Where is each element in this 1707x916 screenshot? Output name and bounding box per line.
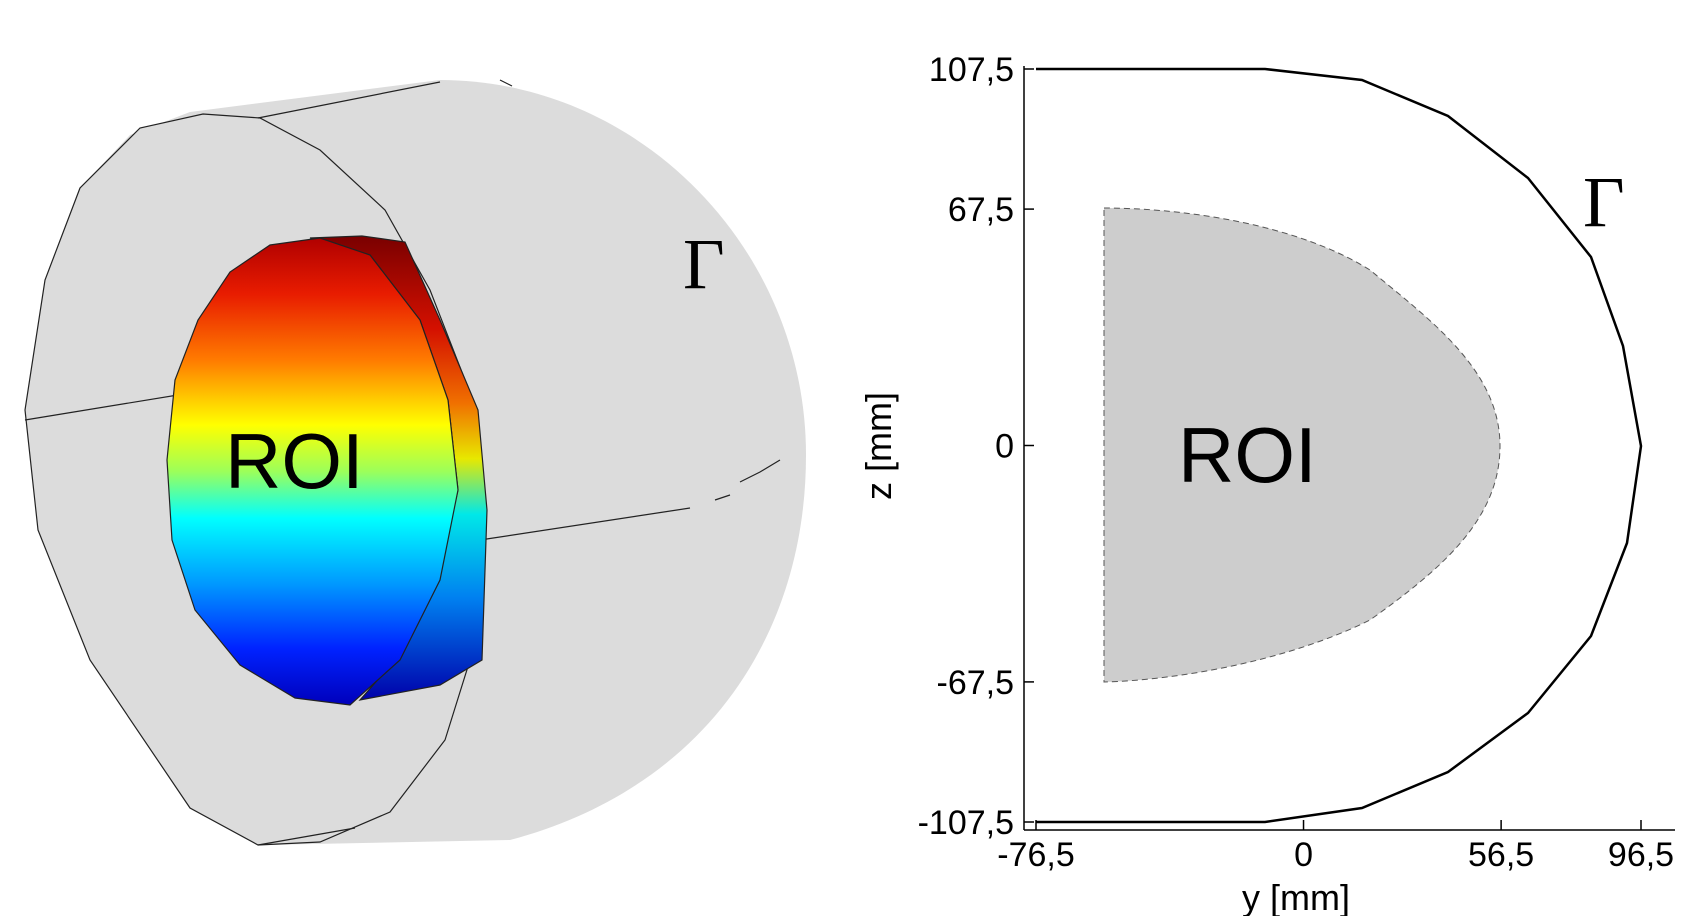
x-tick-label: -76,5 bbox=[997, 836, 1075, 874]
y-axis-label: z [mm] bbox=[858, 392, 899, 500]
cylinder-seam-top bbox=[257, 81, 441, 119]
roi-label-3d: ROI bbox=[225, 417, 364, 505]
y-tick-label: -107,5 bbox=[918, 804, 1014, 842]
cylinder-seam-bottom bbox=[257, 827, 356, 846]
cylinder-back-rim bbox=[499, 79, 781, 501]
x-axis-ticks: -76,5 0 56,5 96,5 bbox=[997, 820, 1674, 874]
x-axis-label: y [mm] bbox=[1242, 877, 1350, 916]
x-tick-label: 96,5 bbox=[1608, 836, 1674, 874]
roi-surface bbox=[166, 237, 459, 706]
boundary-gamma bbox=[1036, 67, 1643, 824]
cylinder-3d-view: ROI Γ bbox=[24, 79, 806, 846]
x-tick-label: 56,5 bbox=[1468, 836, 1534, 874]
roi-region bbox=[1103, 207, 1501, 683]
gamma-label-3d: Γ bbox=[683, 224, 725, 304]
gamma-label-2d: Γ bbox=[1583, 162, 1625, 242]
cross-section-plot: 107,5 67,5 0 -67,5 -107,5 -76,5 0 56,5 96,5 y [… bbox=[858, 51, 1675, 916]
y-axis-ticks: 107,5 67,5 0 -67,5 -107,5 bbox=[918, 51, 1034, 842]
y-tick-label: 107,5 bbox=[929, 51, 1014, 89]
y-tick-label: -67,5 bbox=[937, 664, 1015, 702]
roi-label-2d: ROI bbox=[1178, 411, 1317, 499]
cylinder-seam-mid-left bbox=[24, 392, 191, 421]
y-tick-label: 67,5 bbox=[948, 191, 1014, 229]
cylinder-seam-mid-right bbox=[479, 507, 691, 541]
x-tick-label: 0 bbox=[1294, 836, 1313, 874]
y-tick-label: 0 bbox=[995, 428, 1014, 466]
